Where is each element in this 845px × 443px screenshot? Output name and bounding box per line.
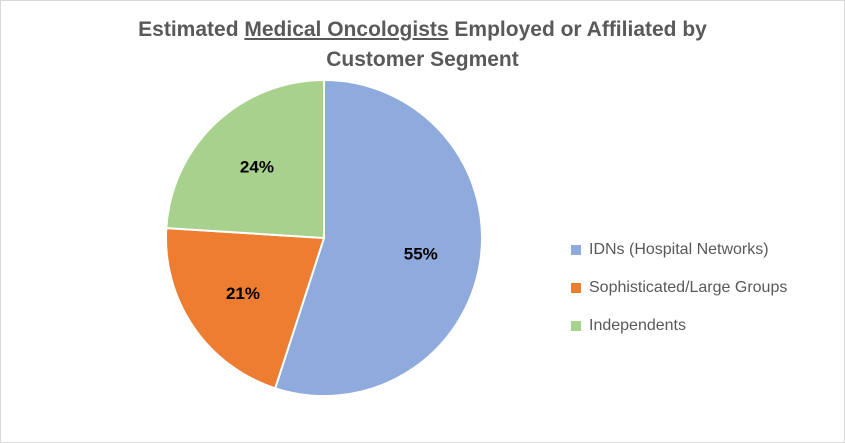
legend-item-large-groups: Sophisticated/Large Groups <box>571 269 787 307</box>
pie-slice-large-groups <box>165 227 326 390</box>
legend-swatch <box>571 283 581 293</box>
pie-slice-idns <box>273 78 483 397</box>
title-underlined: Medical Oncologists <box>244 18 449 41</box>
chart-title: Estimated Medical Oncologists Employed o… <box>1 15 844 75</box>
title-suffix: Employed or Affiliated by <box>448 18 707 41</box>
legend-label: Sophisticated/Large Groups <box>589 279 788 296</box>
legend-swatch <box>571 321 581 331</box>
legend: IDNs (Hospital Networks) Sophisticated/La… <box>571 231 787 345</box>
legend-label: IDNs (Hospital Networks) <box>589 241 769 258</box>
data-label-independents: 24% <box>240 158 274 177</box>
pie-slice-independents <box>165 78 325 240</box>
title-prefix: Estimated <box>138 18 245 41</box>
data-label-large-groups: 21% <box>226 284 260 303</box>
legend-item-idns: IDNs (Hospital Networks) <box>571 231 787 269</box>
legend-label: Independents <box>589 317 686 334</box>
data-label-idns: 55% <box>404 244 438 263</box>
title-line2: Customer Segment <box>326 48 519 71</box>
legend-item-independents: Independents <box>571 307 787 345</box>
legend-swatch <box>571 245 581 255</box>
